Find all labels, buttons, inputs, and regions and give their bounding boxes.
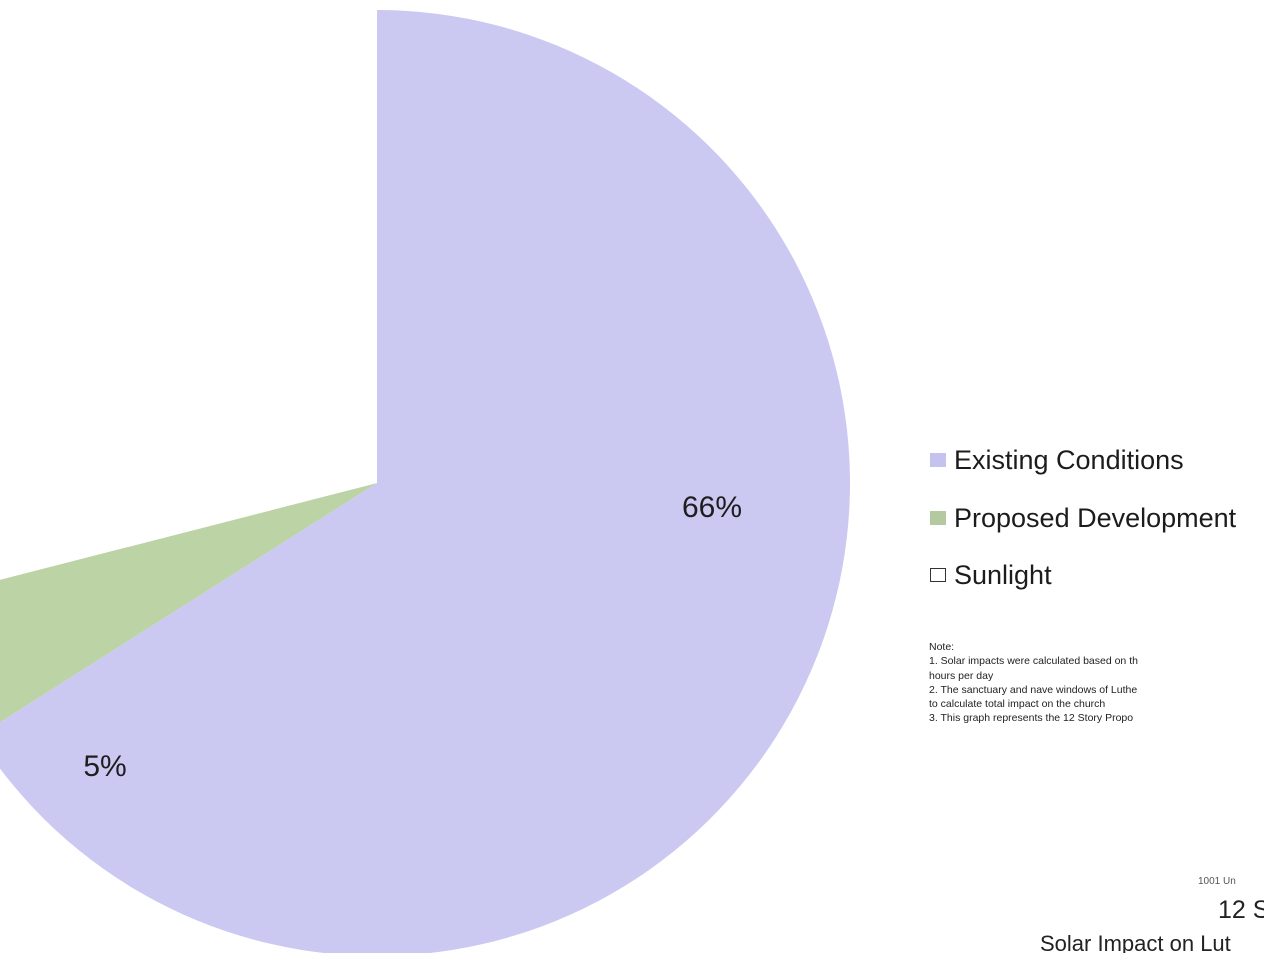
note-line: hours per day	[929, 669, 994, 682]
legend-item-sunlight: Sunlight	[930, 555, 1052, 595]
pie-slices	[0, 10, 850, 953]
pie-slice-label: 5%	[83, 750, 126, 783]
note-line: to calculate total impact on the church	[929, 698, 1106, 711]
pie-slice-labels: 66% 5%	[83, 491, 742, 783]
note-line: 1. Solar impacts were calculated based o…	[929, 655, 1138, 668]
legend-item-existing-conditions: Existing Conditions	[930, 440, 1184, 480]
pie-slice-proposed-development	[0, 483, 377, 723]
chart-note: Note: 1. Solar impacts were calculated b…	[929, 640, 1264, 726]
note-line: 3. This graph represents the 12 Story Pr…	[929, 712, 1134, 725]
footer-title: 12 S	[1218, 896, 1264, 924]
legend-label-proposed-development: Proposed Development	[954, 503, 1237, 533]
footer-address: 1001 Un	[1198, 876, 1236, 887]
legend-swatch-existing-conditions	[930, 452, 946, 467]
pie-slice-existing-conditions	[0, 10, 850, 953]
note-heading: Note:	[929, 641, 955, 653]
legend-label-sunlight: Sunlight	[954, 560, 1052, 590]
legend-swatch-sunlight	[930, 567, 946, 582]
pie-slice-label: 66%	[682, 491, 742, 524]
legend-item-proposed-development: Proposed Development	[930, 498, 1236, 538]
legend-swatch-proposed-development	[930, 510, 946, 525]
note-line: 2. The sanctuary and nave windows of Lut…	[929, 683, 1138, 696]
footer-subtitle: Solar Impact on Lut	[1040, 931, 1231, 953]
legend-label-existing-conditions: Existing Conditions	[954, 445, 1184, 475]
pie-slice-sunlight	[0, 10, 377, 580]
